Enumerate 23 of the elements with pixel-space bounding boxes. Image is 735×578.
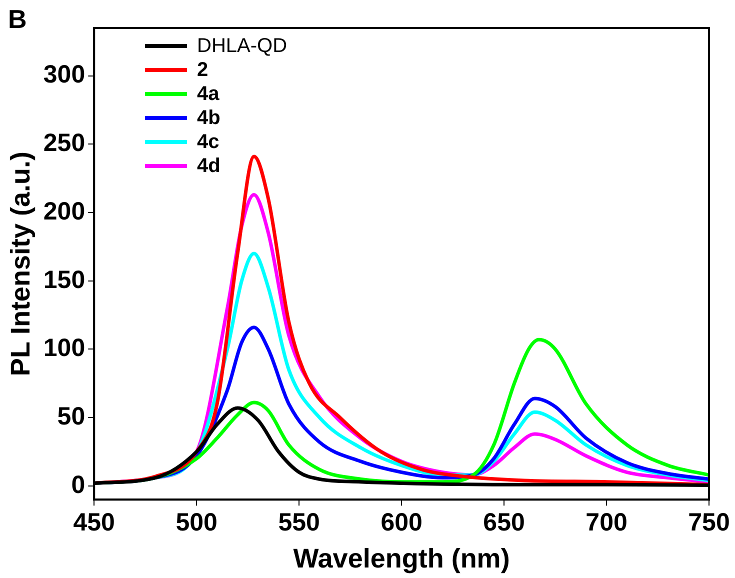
y-tick-label: 50 (57, 402, 86, 430)
x-tick-label: 600 (380, 508, 422, 536)
legend-label: 2 (197, 58, 208, 82)
x-tick-label: 650 (483, 508, 525, 536)
x-tick-label: 750 (688, 508, 730, 536)
x-tick-label: 500 (176, 508, 218, 536)
y-tick-label: 300 (43, 60, 86, 89)
y-axis-title: PL Intensity (a.u.) (6, 152, 36, 376)
y-tick-label: 250 (43, 129, 86, 158)
x-tick-label: 700 (586, 508, 628, 536)
x-tick-label: 450 (73, 508, 115, 536)
legend-label: 4a (197, 82, 220, 106)
y-tick-label: 200 (43, 197, 86, 226)
y-tick-label: 100 (43, 334, 86, 362)
legend-label: DHLA-QD (197, 34, 288, 58)
chart-title: B (8, 4, 27, 35)
legend-label: 4c (197, 130, 220, 154)
y-tick-label: 0 (71, 470, 86, 499)
x-tick-label: 550 (278, 508, 320, 536)
legend-label: 4d (197, 154, 220, 178)
legend-label: 4b (197, 106, 220, 130)
y-tick-label: 150 (43, 266, 86, 294)
x-axis-title: Wavelength (nm) (293, 543, 510, 574)
